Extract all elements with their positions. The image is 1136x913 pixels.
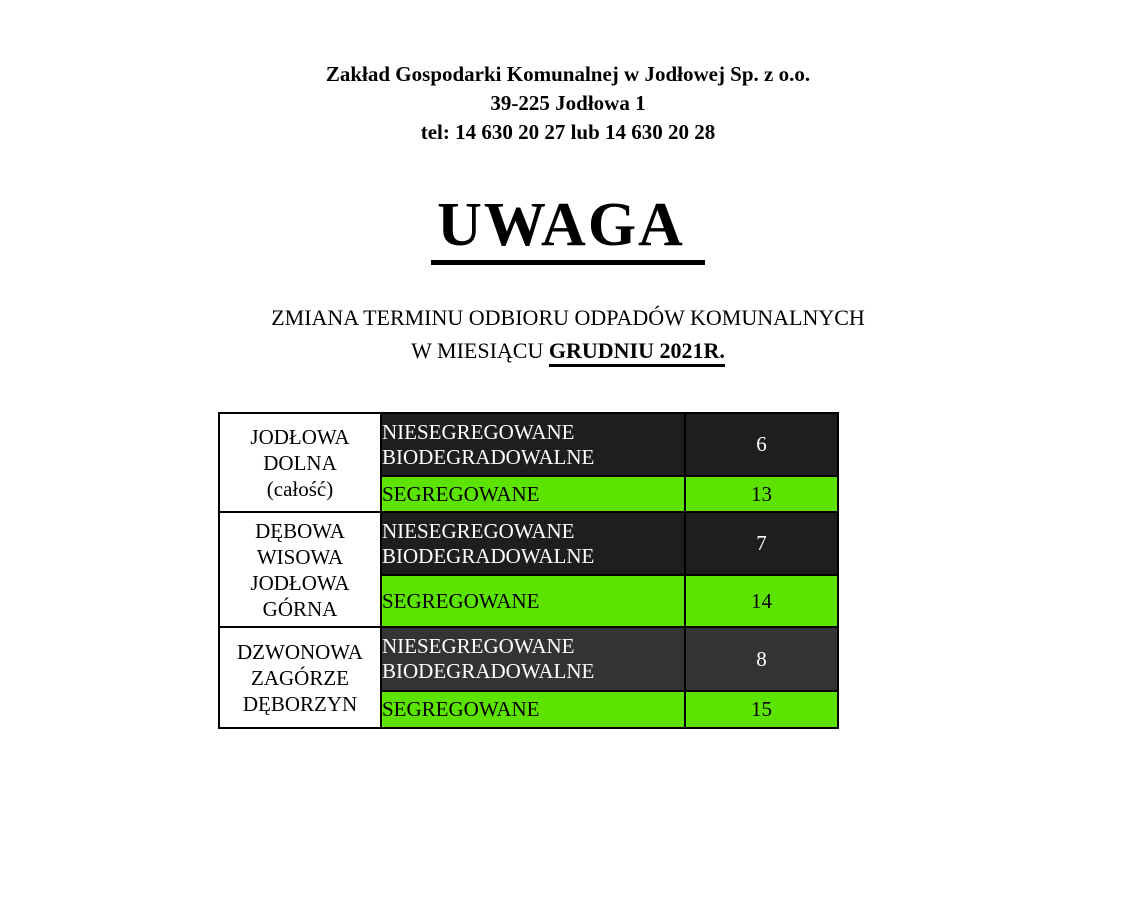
waste-type-cell: NIESEGREGOWANE BIODEGRADOWALNE (380, 511, 686, 576)
subtitle-line-1: ZMIANA TERMINU ODBIORU ODPADÓW KOMUNALNY… (271, 305, 865, 330)
notice-subtitle: ZMIANA TERMINU ODBIORU ODPADÓW KOMUNALNY… (0, 301, 1136, 367)
waste-type-cell: NIESEGREGOWANE BIODEGRADOWALNE (380, 412, 686, 477)
waste-type-cell: NIESEGREGOWANE BIODEGRADOWALNE (380, 626, 686, 692)
document-header: Zakład Gospodarki Komunalnej w Jodłowej … (0, 60, 1136, 147)
day-cell: 13 (684, 475, 839, 513)
area-line: WISOWA (256, 544, 344, 569)
area-line: DZWONOWA (237, 639, 363, 664)
company-address: 39-225 Jodłowa 1 (490, 91, 646, 115)
area-line: JODŁOWA (250, 424, 350, 449)
area-cell: DZWONOWA ZAGÓRZE DĘBORZYN (218, 626, 382, 729)
table-row: DZWONOWA ZAGÓRZE DĘBORZYN NIESEGREGOWANE… (218, 626, 839, 729)
area-line: ZAGÓRZE (251, 665, 349, 690)
day-cell: 8 (684, 626, 839, 692)
day-cell: 15 (684, 690, 839, 729)
notice-title-wrap: UWAGA (0, 192, 1136, 265)
waste-type-cell: SEGREGOWANE (380, 475, 686, 513)
day-cell: 6 (684, 412, 839, 477)
table-row: DĘBOWA WISOWA JODŁOWA GÓRNA NIESEGREGOWA… (218, 511, 839, 628)
company-phone: tel: 14 630 20 27 lub 14 630 20 28 (420, 120, 716, 144)
area-cell: DĘBOWA WISOWA JODŁOWA GÓRNA (218, 511, 382, 628)
waste-type-cell: SEGREGOWANE (380, 574, 686, 628)
area-line: (całość) (266, 476, 334, 501)
company-name: Zakład Gospodarki Komunalnej w Jodłowej … (325, 62, 811, 86)
subtitle-line-2-prefix: W MIESIĄCU (411, 338, 549, 363)
area-line: DĘBORZYN (242, 691, 358, 716)
area-line: DĘBOWA (255, 518, 345, 543)
table-row: SEGREGOWANE 13 (219, 475, 839, 513)
area-line: GÓRNA (262, 596, 338, 621)
day-cell: 14 (684, 574, 839, 628)
schedule-table: JODŁOWA DOLNA (całość) NIESEGREGOWANE BI… (218, 412, 839, 729)
table-row: JODŁOWA DOLNA (całość) NIESEGREGOWANE BI… (218, 412, 839, 513)
area-cell: JODŁOWA DOLNA (całość) (218, 412, 382, 513)
waste-type-cell: SEGREGOWANE (380, 690, 686, 729)
area-line: JODŁOWA (250, 570, 350, 595)
subtitle-line-2-emphasis: GRUDNIU 2021R. (548, 338, 725, 367)
notice-title: UWAGA (431, 192, 705, 265)
day-cell: 7 (684, 511, 839, 576)
table-row: SEGREGOWANE 15 (219, 690, 839, 729)
area-line: DOLNA (263, 450, 337, 475)
subtitle-line-2: W MIESIĄCU GRUDNIU 2021R. (0, 334, 1136, 367)
table-row: SEGREGOWANE 14 (219, 574, 839, 628)
